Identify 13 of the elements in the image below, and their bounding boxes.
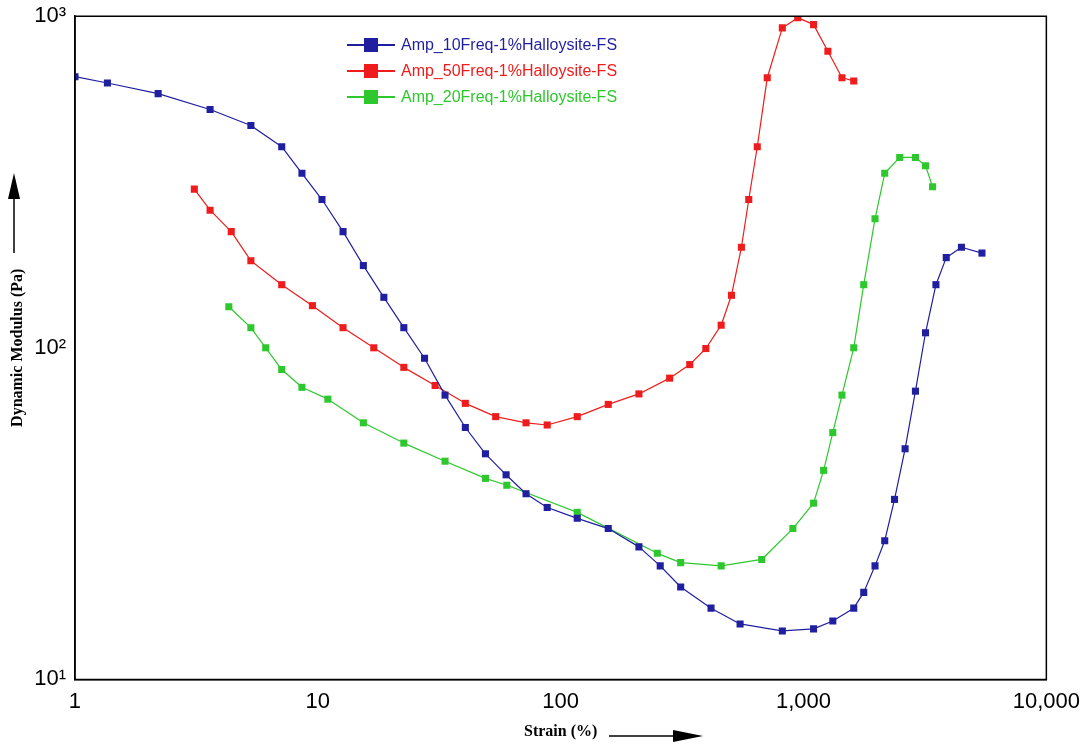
x-tick-label: 1 [68,687,82,713]
y-axis-title: Dynamic Modulus (Pa) [7,268,26,427]
x-tick-label: 1,000 [775,687,832,713]
y-tick-label: 10² [34,333,66,359]
legend-label: Amp_10Freq-1%Halloysite-FS [400,36,618,55]
y-tick-label: 10³ [34,2,66,28]
y-tick-label: 10¹ [34,665,66,691]
x-tick-label: 10 [305,687,331,713]
legend-label: Amp_20Freq-1%Halloysite-FS [400,88,618,107]
x-tick-label: 10,000 [1012,687,1080,713]
legend-label: Amp_50Freq-1%Halloysite-FS [400,62,618,81]
x-tick-label: 100 [542,687,580,713]
x-axis-title: Strain (%) [524,721,598,740]
